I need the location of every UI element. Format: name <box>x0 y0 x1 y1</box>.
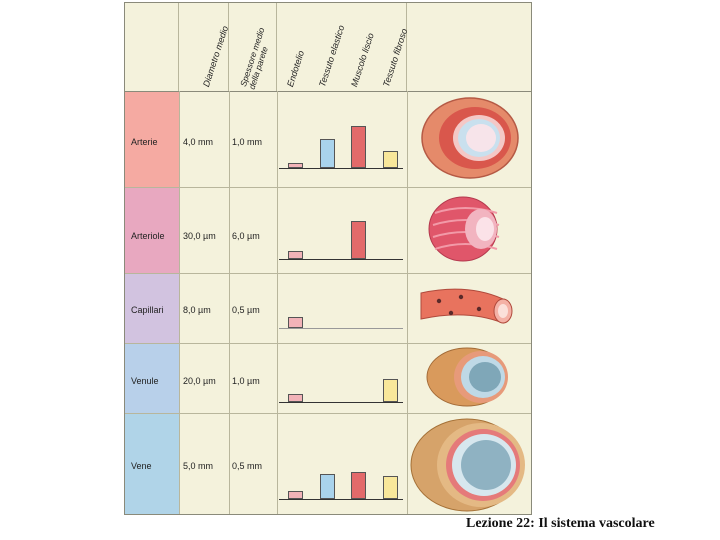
col-line <box>229 91 230 514</box>
bar-endotelio-venule <box>288 394 303 402</box>
band-arterie <box>125 92 179 187</box>
vessel-comparison-figure: Diametro medio Spessore medio della pare… <box>124 2 532 515</box>
bar-muscolo-arteriole <box>351 221 366 259</box>
row-name-vene: Vene <box>131 461 152 471</box>
row-wall-venule: 1,0 µm <box>232 376 260 386</box>
row-wall-capillari: 0,5 µm <box>232 305 260 315</box>
row-wall-arteriole: 6,0 µm <box>232 231 260 241</box>
bar-fibroso-venule <box>383 379 398 402</box>
row-name-arteriole: Arteriole <box>131 231 165 241</box>
venule-illustration <box>426 347 508 407</box>
bar-elastico-vene <box>320 474 335 499</box>
col-line <box>407 91 408 514</box>
row-separator <box>125 343 531 344</box>
col-line <box>179 91 180 514</box>
bar-endotelio-capillari <box>288 317 303 328</box>
header-divider <box>125 91 531 92</box>
band-venule <box>125 343 179 413</box>
row-diameter-venule: 20,0 µm <box>183 376 216 386</box>
col-line <box>277 91 278 514</box>
header-spessore-label: Spessore medio della parete <box>238 26 270 91</box>
bar-elastico-arterie <box>320 139 335 168</box>
row-separator <box>125 413 531 414</box>
header-diametro: Diametro medio <box>179 3 231 91</box>
row-name-venule: Venule <box>131 376 159 386</box>
bar-muscolo-arterie <box>351 126 366 168</box>
header-diametro-label: Diametro medio <box>201 24 231 89</box>
artery-illustration <box>421 97 519 179</box>
bar-baseline <box>279 402 403 403</box>
header-blank <box>125 3 179 91</box>
row-wall-arterie: 1,0 mm <box>232 137 263 147</box>
header-tissues: Endotelio Tessuto elastico Muscolo lisci… <box>277 3 410 91</box>
bar-baseline <box>279 168 403 169</box>
capillary-illustration <box>420 288 513 324</box>
bar-baseline <box>279 499 403 500</box>
band-capillari <box>125 273 179 343</box>
row-diameter-arteriole: 30,0 µm <box>183 231 216 241</box>
row-diameter-capillari: 8,0 µm <box>183 305 211 315</box>
bar-endotelio-arteriole <box>288 251 303 259</box>
header-fibroso-label: Tessuto fibroso <box>381 27 410 89</box>
bar-endotelio-arterie <box>288 163 303 168</box>
header-image <box>407 3 531 91</box>
arteriole-illustration <box>428 196 500 262</box>
row-separator <box>125 187 531 188</box>
header-elastico-label: Tessuto elastico <box>317 23 347 89</box>
header-muscolo-label: Muscolo liscio <box>349 31 376 89</box>
vein-illustration <box>410 418 525 512</box>
bar-baseline <box>279 259 403 260</box>
bar-fibroso-vene <box>383 476 398 499</box>
bar-muscolo-vene <box>351 472 366 499</box>
bar-fibroso-arterie <box>383 151 398 168</box>
header-spessore: Spessore medio della parete <box>229 3 277 91</box>
row-diameter-vene: 5,0 mm <box>183 461 214 471</box>
row-separator <box>125 273 531 274</box>
header-endotelio-label: Endotelio <box>285 49 307 89</box>
bar-baseline <box>279 328 403 329</box>
row-wall-vene: 0,5 mm <box>232 461 263 471</box>
row-name-arterie: Arterie <box>131 137 158 147</box>
row-name-capillari: Capillari <box>131 305 164 315</box>
band-vene <box>125 413 179 514</box>
row-diameter-arterie: 4,0 mm <box>183 137 214 147</box>
slide-caption: Lezione 22: Il sistema vascolare <box>466 516 655 531</box>
band-arteriole <box>125 187 179 273</box>
bar-endotelio-vene <box>288 491 303 499</box>
